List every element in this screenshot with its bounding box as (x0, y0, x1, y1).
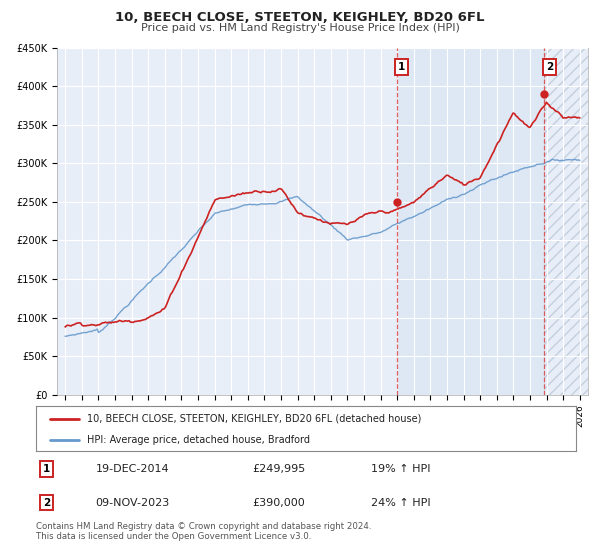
Text: 19-DEC-2014: 19-DEC-2014 (95, 464, 169, 474)
Text: 24% ↑ HPI: 24% ↑ HPI (371, 497, 430, 507)
Text: HPI: Average price, detached house, Bradford: HPI: Average price, detached house, Brad… (88, 435, 310, 445)
Text: 09-NOV-2023: 09-NOV-2023 (95, 497, 170, 507)
Bar (397, 48, 544, 395)
Text: 19% ↑ HPI: 19% ↑ HPI (371, 464, 430, 474)
Text: Price paid vs. HM Land Registry's House Price Index (HPI): Price paid vs. HM Land Registry's House … (140, 23, 460, 33)
Text: 1: 1 (43, 464, 50, 474)
Text: £249,995: £249,995 (252, 464, 305, 474)
Text: £390,000: £390,000 (252, 497, 305, 507)
Text: 10, BEECH CLOSE, STEETON, KEIGHLEY, BD20 6FL (detached house): 10, BEECH CLOSE, STEETON, KEIGHLEY, BD20… (88, 413, 422, 423)
Text: Contains HM Land Registry data © Crown copyright and database right 2024.: Contains HM Land Registry data © Crown c… (36, 522, 371, 531)
Text: 10, BEECH CLOSE, STEETON, KEIGHLEY, BD20 6FL: 10, BEECH CLOSE, STEETON, KEIGHLEY, BD20… (115, 11, 485, 24)
Text: This data is licensed under the Open Government Licence v3.0.: This data is licensed under the Open Gov… (36, 532, 311, 541)
Text: 2: 2 (546, 62, 553, 72)
Bar (544, 48, 588, 395)
Text: 2: 2 (43, 497, 50, 507)
Text: 1: 1 (398, 62, 406, 72)
